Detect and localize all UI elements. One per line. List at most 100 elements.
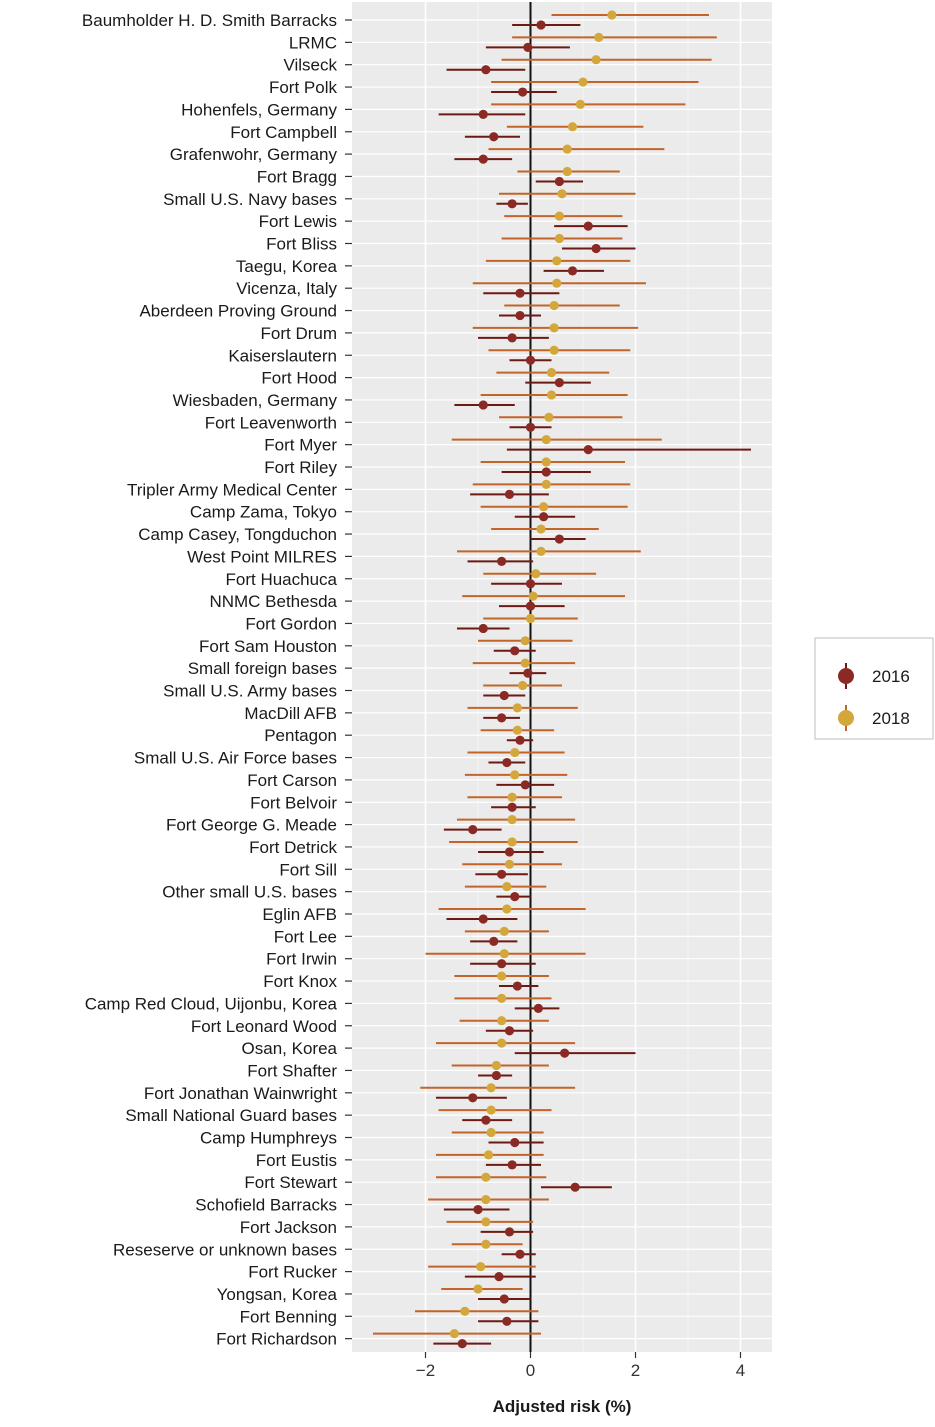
point-2018 bbox=[594, 32, 604, 42]
point-2016 bbox=[533, 1003, 543, 1014]
category-label: Fort Stewart bbox=[244, 1173, 337, 1192]
category-label: Aberdeen Proving Ground bbox=[139, 302, 337, 321]
category-label: Fort Lee bbox=[274, 927, 337, 946]
point-2016 bbox=[468, 825, 478, 835]
point-2018 bbox=[499, 926, 509, 936]
category-label: Other small U.S. bases bbox=[162, 883, 337, 902]
point-2018 bbox=[497, 993, 507, 1004]
x-tick-label: −2 bbox=[416, 1361, 435, 1380]
category-label: West Point MILRES bbox=[187, 547, 337, 566]
point-2016 bbox=[507, 802, 517, 812]
legend-label: 2016 bbox=[872, 667, 910, 686]
point-2016 bbox=[554, 534, 564, 544]
point-2016 bbox=[523, 42, 533, 52]
category-label: Yongsan, Korea bbox=[217, 1285, 338, 1304]
point-2016 bbox=[478, 109, 488, 119]
point-2016 bbox=[507, 199, 517, 209]
category-label: Fort Knox bbox=[263, 972, 337, 991]
category-label: Kaiserslautern bbox=[228, 346, 337, 365]
category-label: Fort Belvoir bbox=[250, 793, 337, 812]
category-label: Vilseck bbox=[283, 56, 337, 75]
point-2016 bbox=[525, 355, 536, 365]
legend-box bbox=[814, 637, 934, 740]
point-2016 bbox=[515, 1249, 525, 1259]
point-2018 bbox=[507, 815, 517, 825]
point-2018 bbox=[546, 390, 557, 400]
category-label: Fort Bragg bbox=[257, 167, 337, 186]
point-2018 bbox=[544, 412, 554, 422]
point-2016 bbox=[499, 1294, 509, 1304]
point-2016 bbox=[554, 378, 564, 388]
category-label: Fort Benning bbox=[240, 1307, 337, 1326]
plot-panel bbox=[352, 2, 772, 1352]
point-2018 bbox=[549, 300, 559, 311]
point-2016 bbox=[504, 489, 515, 499]
legend-key-point bbox=[838, 710, 854, 726]
x-tick-label: 4 bbox=[736, 1361, 745, 1380]
category-label: Fort Sam Houston bbox=[199, 637, 337, 656]
point-2016 bbox=[489, 132, 499, 142]
point-2018 bbox=[562, 144, 572, 154]
category-label: Small U.S. Air Force bases bbox=[134, 749, 337, 768]
point-2018 bbox=[518, 680, 528, 691]
category-label: Fort Leavenworth bbox=[205, 413, 337, 432]
point-2018 bbox=[536, 546, 546, 557]
point-2018 bbox=[541, 479, 551, 489]
point-2018 bbox=[557, 189, 567, 199]
legend: 2016 2018 bbox=[814, 637, 934, 740]
point-2018 bbox=[507, 837, 517, 847]
point-2016 bbox=[497, 713, 507, 723]
category-label: Hohenfels, Germany bbox=[181, 100, 337, 119]
point-2018 bbox=[510, 747, 520, 758]
x-tick-label: 2 bbox=[631, 1361, 640, 1380]
point-2018 bbox=[491, 1060, 501, 1071]
point-2016 bbox=[560, 1048, 570, 1058]
point-2016 bbox=[481, 1115, 491, 1125]
point-2018 bbox=[504, 859, 515, 869]
category-label: Pentagon bbox=[264, 726, 337, 745]
point-2016 bbox=[570, 1182, 580, 1192]
category-label: Fort Myer bbox=[264, 436, 337, 455]
point-2016 bbox=[591, 243, 601, 254]
category-label: Camp Red Cloud, Uijonbu, Korea bbox=[85, 994, 338, 1013]
category-label: Small National Guard bases bbox=[125, 1106, 337, 1125]
point-2016 bbox=[554, 176, 564, 187]
category-labels: Baumholder H. D. Smith Barracks LRMC Vilse… bbox=[82, 11, 352, 1349]
point-2018 bbox=[536, 524, 546, 534]
point-2018 bbox=[528, 591, 538, 601]
series-layer bbox=[373, 10, 751, 1349]
point-2018 bbox=[546, 368, 557, 378]
x-axis-title: Adjusted risk (%) bbox=[493, 1397, 632, 1416]
point-2016 bbox=[478, 914, 488, 924]
point-2018 bbox=[497, 1038, 507, 1048]
point-2018 bbox=[512, 703, 522, 713]
point-2018 bbox=[575, 99, 585, 109]
point-2018 bbox=[476, 1262, 486, 1272]
legend-items: 2016 2018 bbox=[838, 663, 910, 731]
category-label: Fort Rucker bbox=[248, 1263, 337, 1282]
point-2018 bbox=[481, 1239, 491, 1249]
category-label: Fort Eustis bbox=[256, 1151, 337, 1170]
point-2018 bbox=[512, 725, 522, 735]
point-2016 bbox=[510, 646, 520, 656]
point-2016 bbox=[497, 869, 507, 879]
series-2016 bbox=[433, 20, 751, 1349]
point-2016 bbox=[510, 1137, 520, 1148]
point-2016 bbox=[491, 1070, 501, 1081]
point-2018 bbox=[502, 882, 512, 892]
category-label: Fort Lewis bbox=[259, 212, 337, 231]
category-label: Small U.S. Army bases bbox=[163, 682, 337, 701]
category-label: Taegu, Korea bbox=[236, 257, 338, 276]
category-label: Camp Humphreys bbox=[200, 1129, 337, 1148]
point-2018 bbox=[554, 233, 564, 244]
point-2018 bbox=[552, 278, 562, 288]
point-2018 bbox=[481, 1194, 491, 1205]
point-2018 bbox=[507, 792, 517, 802]
category-label: Fort Riley bbox=[264, 458, 337, 477]
category-label: Grafenwohr, Germany bbox=[170, 145, 338, 164]
legend-label: 2018 bbox=[872, 709, 910, 728]
category-label: Fort Sill bbox=[279, 860, 337, 879]
point-2016 bbox=[502, 757, 512, 768]
